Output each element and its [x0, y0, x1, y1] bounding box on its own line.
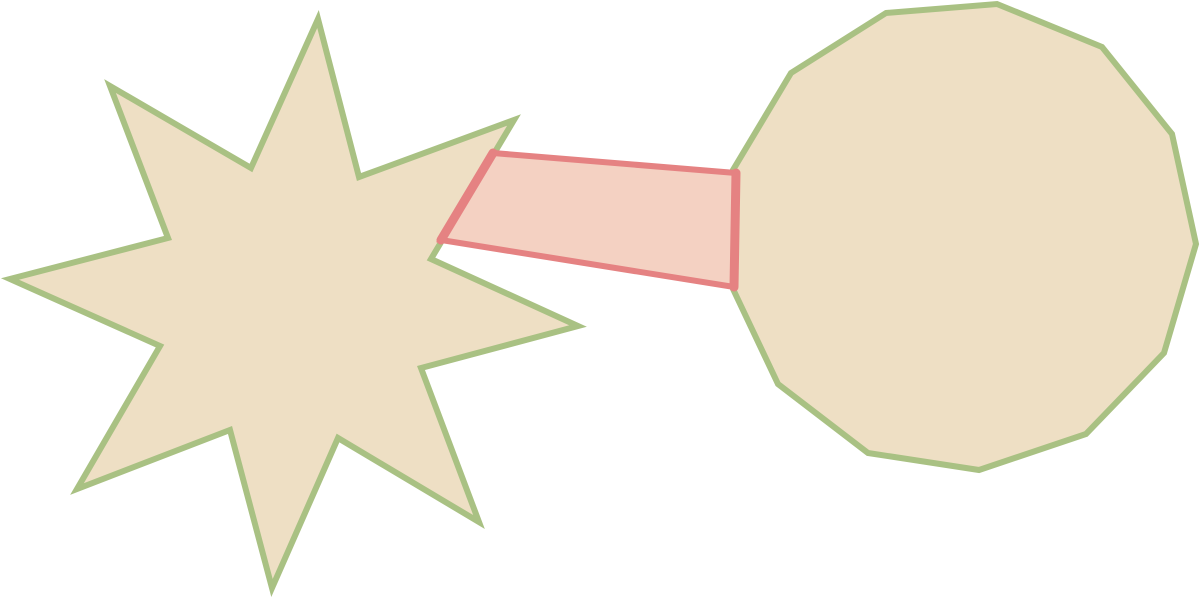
connector-edge-right: [729, 168, 741, 292]
dodecagon-shape: [730, 0, 1200, 474]
connector-edge-left: [436, 148, 498, 245]
eight-point-star: [0, 9, 587, 598]
